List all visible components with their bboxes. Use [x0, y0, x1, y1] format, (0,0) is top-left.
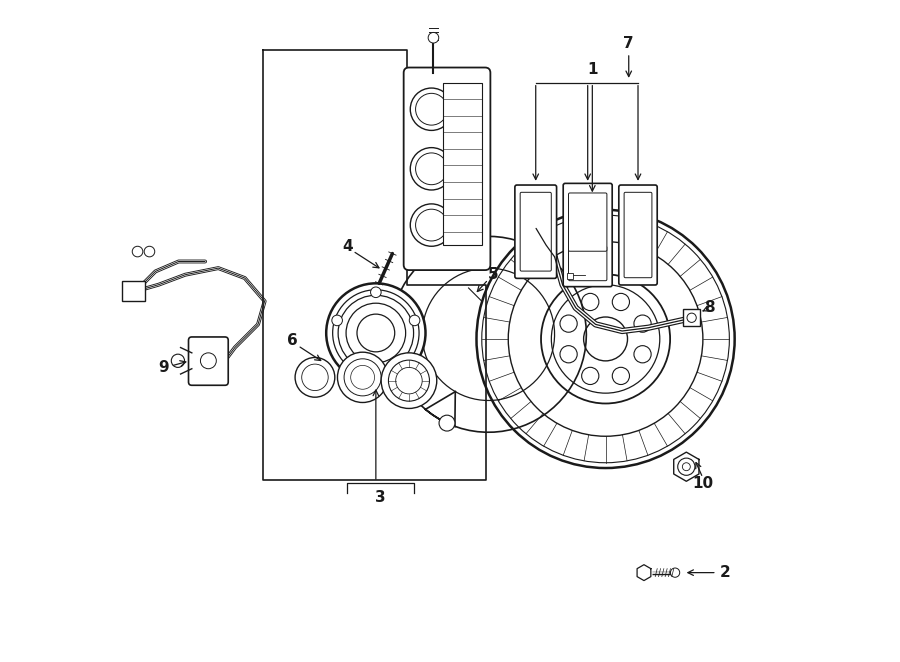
- Circle shape: [144, 246, 155, 257]
- Circle shape: [132, 246, 143, 257]
- Text: 3: 3: [375, 491, 386, 505]
- FancyBboxPatch shape: [624, 192, 652, 278]
- FancyBboxPatch shape: [515, 185, 556, 278]
- Circle shape: [382, 353, 436, 408]
- Circle shape: [670, 568, 680, 577]
- FancyBboxPatch shape: [188, 337, 229, 385]
- Circle shape: [678, 458, 695, 475]
- Bar: [566, 273, 573, 279]
- Circle shape: [332, 315, 342, 326]
- Circle shape: [687, 313, 697, 322]
- Circle shape: [171, 354, 184, 367]
- Circle shape: [371, 287, 382, 298]
- Polygon shape: [637, 565, 651, 581]
- Circle shape: [410, 88, 453, 130]
- Text: 6: 6: [287, 334, 298, 348]
- Circle shape: [346, 361, 357, 371]
- Circle shape: [295, 357, 335, 397]
- Circle shape: [439, 415, 454, 431]
- Text: 10: 10: [692, 476, 714, 491]
- Circle shape: [394, 361, 405, 371]
- Bar: [122, 281, 146, 301]
- Text: 8: 8: [704, 301, 715, 315]
- FancyBboxPatch shape: [563, 183, 612, 287]
- Bar: [444, 83, 482, 245]
- Circle shape: [476, 210, 734, 468]
- FancyBboxPatch shape: [520, 192, 552, 271]
- Circle shape: [389, 360, 404, 376]
- Circle shape: [410, 315, 420, 326]
- Bar: [683, 309, 700, 326]
- FancyBboxPatch shape: [569, 246, 607, 281]
- Circle shape: [410, 204, 453, 246]
- FancyBboxPatch shape: [619, 185, 657, 285]
- Circle shape: [326, 283, 426, 383]
- Text: 4: 4: [342, 239, 353, 254]
- Circle shape: [410, 148, 453, 190]
- Text: 9: 9: [158, 360, 169, 375]
- FancyBboxPatch shape: [569, 193, 607, 251]
- Circle shape: [357, 314, 395, 352]
- Circle shape: [338, 352, 388, 402]
- Text: 5: 5: [488, 267, 499, 282]
- Text: 2: 2: [719, 565, 730, 580]
- Circle shape: [428, 32, 438, 43]
- Polygon shape: [674, 452, 699, 481]
- FancyBboxPatch shape: [404, 68, 491, 270]
- Text: 7: 7: [624, 36, 634, 50]
- Text: 1: 1: [587, 62, 598, 77]
